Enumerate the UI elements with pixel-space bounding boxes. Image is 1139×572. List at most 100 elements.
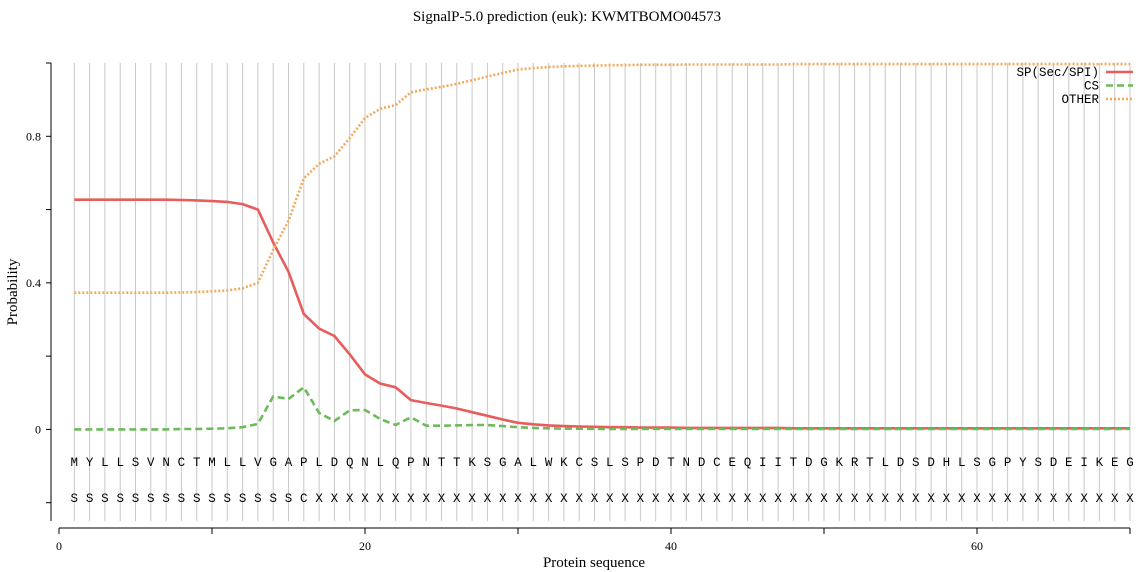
sequence-letter: S (973, 456, 981, 470)
sequence-letter: L (606, 456, 614, 470)
sequence-letter: E (728, 456, 736, 470)
y-axis-label: Probability (5, 258, 21, 325)
sequence-letter: T (193, 456, 201, 470)
annotation-letter: X (958, 492, 966, 506)
sequence-letter: Y (1019, 456, 1027, 470)
sequence-letter: V (147, 456, 155, 470)
annotation-letter: X (1096, 492, 1104, 506)
sequence-letter: N (422, 456, 430, 470)
annotation-letter: X (1034, 492, 1042, 506)
sequence-letter: K (1096, 456, 1104, 470)
sequence-letter: L (377, 456, 385, 470)
sequence-letter: N (683, 456, 691, 470)
sequence-letter: G (499, 456, 507, 470)
sequence-letter: N (361, 456, 369, 470)
sequence-letter: M (71, 456, 79, 470)
sequence-letter: T (866, 456, 874, 470)
annotation-letter: X (499, 492, 507, 506)
x-tick-label: 60 (971, 539, 983, 553)
grid-lines (73, 63, 1131, 521)
annotation-letter: X (621, 492, 629, 506)
annotation-letter: X (468, 492, 476, 506)
sequence-letter: E (1111, 456, 1119, 470)
annotation-letter: X (1004, 492, 1012, 506)
sequence-letter: Q (346, 456, 354, 470)
annotation-letter: S (239, 492, 247, 506)
annotation-letter: C (300, 492, 308, 506)
annotation-letter: X (912, 492, 920, 506)
sequence-letter: V (254, 456, 262, 470)
annotation-letter: X (927, 492, 935, 506)
annotation-letter: X (774, 492, 782, 506)
annotation-letter: S (193, 492, 201, 506)
sequence-letter: L (101, 456, 109, 470)
sequence-letter: T (438, 456, 446, 470)
annotation-letter: X (545, 492, 553, 506)
annotation-letter: X (1065, 492, 1073, 506)
annotation-letter: X (866, 492, 874, 506)
annotation-letter: X (683, 492, 691, 506)
sequence-letter: E (1065, 456, 1073, 470)
annotation-letter: X (897, 492, 905, 506)
sequence-letter: W (545, 456, 553, 470)
y-tick-label: 0 (35, 422, 41, 436)
sequence-letter: S (1034, 456, 1042, 470)
annotation-letter: X (759, 492, 767, 506)
annotation-letter: X (392, 492, 400, 506)
annotation-letter: X (484, 492, 492, 506)
annotation-letter: X (637, 492, 645, 506)
y-tick-label: 0.8 (26, 129, 41, 143)
sequence-letter: D (1050, 456, 1058, 470)
sequence-letter: C (713, 456, 721, 470)
sequence-letter: L (116, 456, 124, 470)
x-tick-label: 0 (56, 539, 62, 553)
annotation-letter: X (530, 492, 538, 506)
annotation-letter: X (820, 492, 828, 506)
sequence-letter: P (300, 456, 308, 470)
annotation-letter: S (162, 492, 170, 506)
y-tick-label: 0.4 (26, 276, 41, 290)
chart-title: SignalP-5.0 prediction (euk): KWMTBOMO04… (413, 9, 721, 25)
sequence-letter: C (178, 456, 186, 470)
annotation-letter: X (1080, 492, 1088, 506)
legend-label: CS (1084, 80, 1099, 94)
axes: 0 0.4 0.8 0 20 40 60 (26, 62, 1131, 553)
x-tick-label: 20 (359, 539, 371, 553)
annotation-letter: X (346, 492, 354, 506)
annotation-letter: X (438, 492, 446, 506)
annotation-letter: S (71, 492, 79, 506)
annotation-letter: X (1019, 492, 1027, 506)
x-tick-label: 40 (665, 539, 677, 553)
annotation-letter: S (208, 492, 216, 506)
annotation-letter: X (713, 492, 721, 506)
sequence-letter: Y (86, 456, 94, 470)
annotation-letter: S (224, 492, 232, 506)
sequence-letter: L (881, 456, 889, 470)
sequence-letter: K (836, 456, 844, 470)
annotation-letter: X (973, 492, 981, 506)
sequence-letter: D (698, 456, 706, 470)
sequence-letter: M (208, 456, 216, 470)
annotation-letter: X (361, 492, 369, 506)
sequence-letter: L (224, 456, 232, 470)
sequence-letter: L (315, 456, 323, 470)
sequence-letter: I (1080, 456, 1088, 470)
sequence-letter: P (637, 456, 645, 470)
sequence-letter: P (1004, 456, 1012, 470)
sequence-letter: A (514, 456, 522, 470)
sequence-letter: S (484, 456, 492, 470)
annotation-letter: X (514, 492, 522, 506)
series-line-other (74, 62, 1130, 295)
sequence-letter: D (805, 456, 813, 470)
annotation-letter: X (422, 492, 430, 506)
annotation-letter: X (560, 492, 568, 506)
sequence-letter: R (851, 456, 859, 470)
x-axis-label: Protein sequence (543, 555, 645, 571)
annotation-letter: X (377, 492, 385, 506)
sequence-letter: T (790, 456, 798, 470)
sequence-letter: Q (744, 456, 752, 470)
